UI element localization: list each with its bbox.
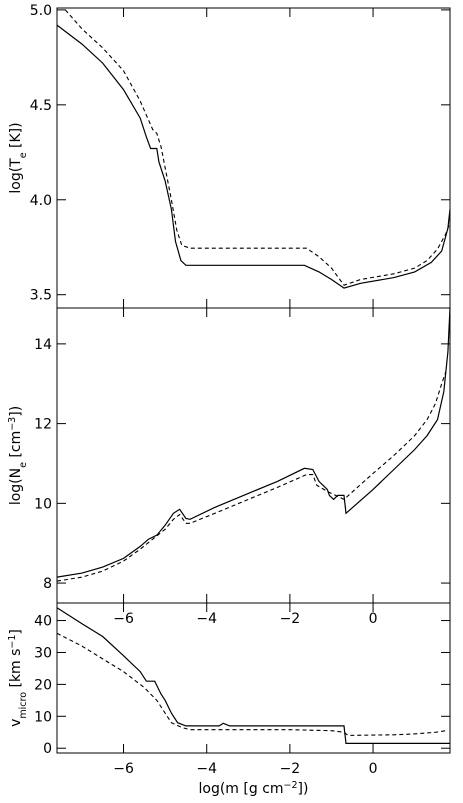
microturbulence-ytick-label: 20 bbox=[34, 677, 52, 693]
microturbulence-ylabel: vmicro [km s−1] bbox=[7, 629, 29, 727]
microturbulence-xtick-label: −2 bbox=[280, 761, 301, 777]
microturbulence-ytick-label: 10 bbox=[34, 709, 52, 725]
microturbulence-plot-frame bbox=[56, 602, 451, 754]
density-xtick-label: −2 bbox=[280, 611, 301, 627]
microturbulence-ytick-label: 0 bbox=[43, 741, 52, 757]
temperature-dashed-line bbox=[64, 9, 451, 286]
density-ylabel: log(Ne [cm−3]) bbox=[7, 406, 29, 505]
temperature-ytick-label: 4.5 bbox=[30, 98, 52, 114]
temperature-ylabel: log(Te [K]) bbox=[8, 122, 29, 193]
density-xtick-label: 0 bbox=[369, 611, 378, 627]
temperature-panel: 3.5 4.0 4.5 5.0 log(Te [K]) bbox=[8, 3, 451, 309]
microturbulence-ytick-label: 30 bbox=[34, 645, 52, 661]
density-ytick-label: 8 bbox=[43, 576, 52, 592]
density-xtick-label: −4 bbox=[196, 611, 217, 627]
temperature-ytick-label: 4.0 bbox=[30, 193, 52, 209]
temperature-plot-frame bbox=[56, 7, 451, 309]
temperature-solid-line bbox=[56, 24, 451, 289]
microturbulence-xtick-label: −6 bbox=[113, 761, 134, 777]
temperature-ytick-label: 3.5 bbox=[30, 288, 52, 304]
density-ytick-label: 12 bbox=[34, 417, 52, 433]
xlabel: log(m [g cm−2]) bbox=[199, 780, 309, 798]
microturbulence-xtick-label: −4 bbox=[196, 761, 217, 777]
microturbulence-panel: 0 10 20 30 40 −6 −4 −2 0 vmicro [km s−1] log(m [g … bbox=[7, 602, 451, 798]
density-plot-frame bbox=[56, 307, 451, 604]
density-ytick-label: 10 bbox=[34, 496, 52, 512]
density-solid-line bbox=[56, 307, 451, 578]
microturbulence-solid-line bbox=[56, 607, 450, 744]
density-panel: 8 10 12 14 −6 −4 −2 0 log(Ne [cm−3]) bbox=[7, 307, 451, 627]
microturbulence-xtick-label: 0 bbox=[369, 761, 378, 777]
density-xtick-label: −6 bbox=[113, 611, 134, 627]
density-dashed-line bbox=[56, 371, 447, 582]
microturbulence-ytick-label: 40 bbox=[34, 614, 52, 630]
microturbulence-dashed-line bbox=[56, 632, 446, 736]
density-ytick-label: 14 bbox=[34, 337, 52, 353]
temperature-ytick-label: 5.0 bbox=[30, 3, 52, 19]
